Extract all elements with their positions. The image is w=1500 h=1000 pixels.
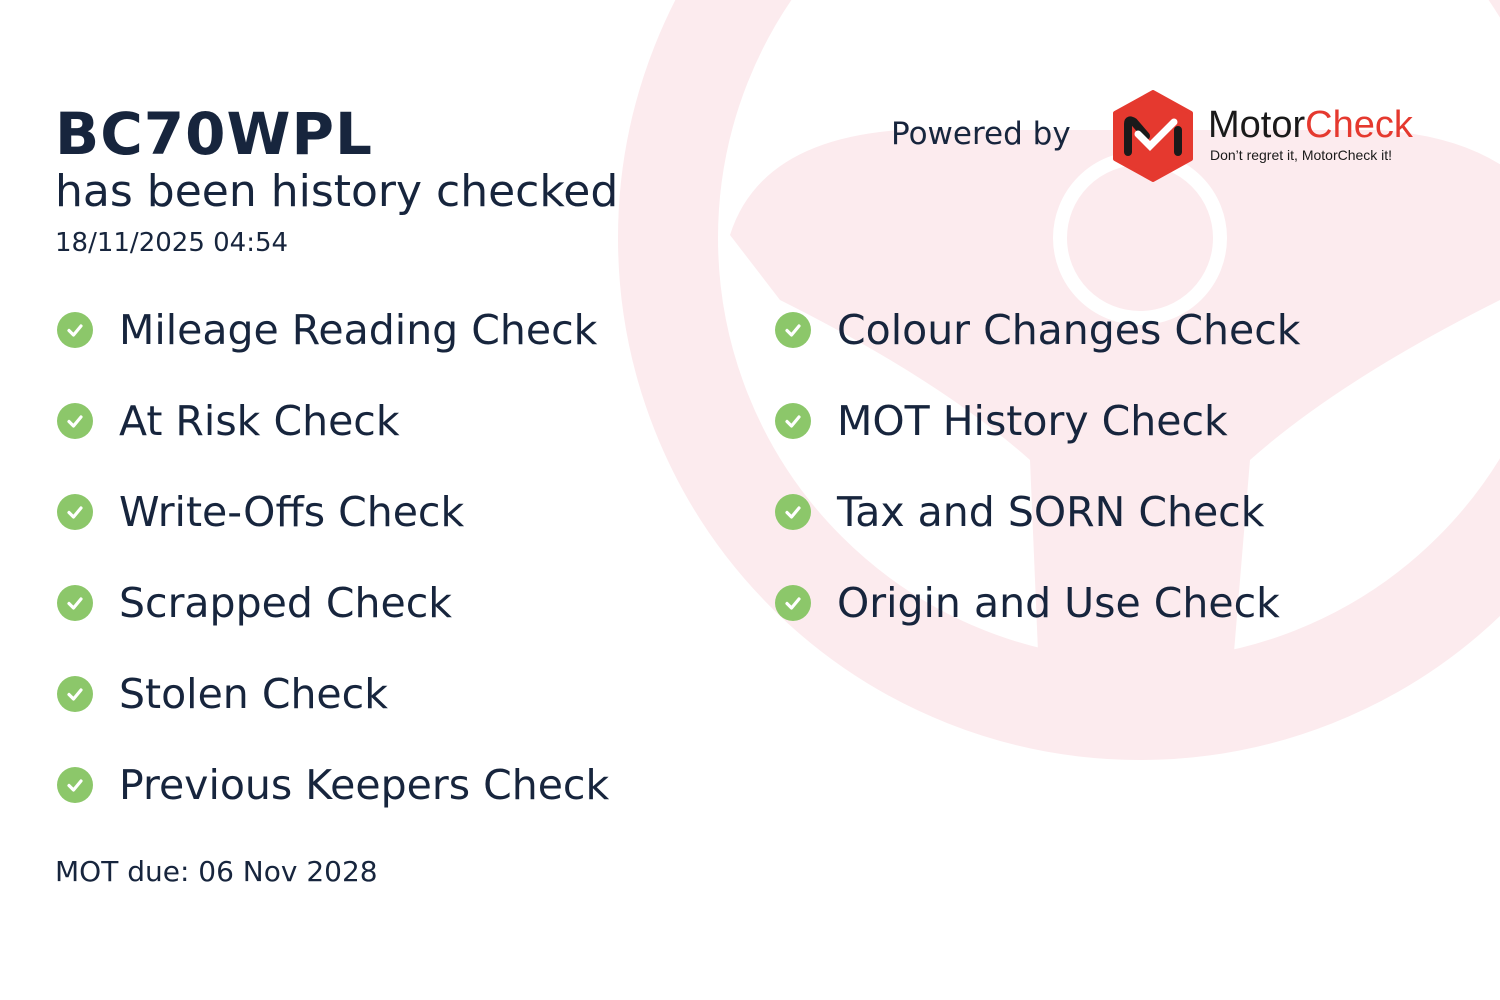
check-circle-icon: [775, 312, 811, 348]
check-label: Scrapped Check: [119, 579, 453, 627]
check-item: Stolen Check: [57, 664, 388, 724]
check-label: Stolen Check: [119, 670, 388, 718]
check-circle-icon: [57, 312, 93, 348]
check-item: Tax and SORN Check: [775, 482, 1264, 542]
check-item: Origin and Use Check: [775, 573, 1280, 633]
motorcheck-logo-icon: [1113, 90, 1193, 182]
check-item: Previous Keepers Check: [57, 755, 609, 815]
check-circle-icon: [57, 494, 93, 530]
check-item: Mileage Reading Check: [57, 300, 597, 360]
mot-due: MOT due: 06 Nov 2028: [55, 855, 378, 888]
check-label: Colour Changes Check: [837, 306, 1301, 354]
brand-name: MotorCheck: [1208, 104, 1413, 147]
brand-tagline: Don’t regret it, MotorCheck it!: [1210, 147, 1393, 163]
check-item: MOT History Check: [775, 391, 1228, 451]
check-label: Tax and SORN Check: [837, 488, 1265, 536]
check-item: Scrapped Check: [57, 573, 452, 633]
brand-name-part1: Motor: [1208, 104, 1306, 146]
check-item: Write-Offs Check: [57, 482, 464, 542]
check-label: Write-Offs Check: [119, 488, 465, 536]
subtitle: has been history checked: [55, 166, 619, 217]
check-circle-icon: [57, 403, 93, 439]
check-circle-icon: [57, 767, 93, 803]
check-label: Mileage Reading Check: [119, 306, 598, 354]
check-label: MOT History Check: [837, 397, 1228, 445]
brand-name-part2: Check: [1305, 104, 1413, 146]
check-datetime: 18/11/2025 04:54: [55, 228, 289, 258]
check-circle-icon: [57, 585, 93, 621]
check-label: Previous Keepers Check: [119, 761, 610, 809]
check-item: Colour Changes Check: [775, 300, 1301, 360]
check-circle-icon: [57, 676, 93, 712]
check-circle-icon: [775, 494, 811, 530]
registration-number: BC70WPL: [55, 100, 373, 168]
check-label: Origin and Use Check: [837, 579, 1280, 627]
powered-by-label: Powered by: [891, 116, 1071, 152]
check-circle-icon: [775, 585, 811, 621]
check-item: At Risk Check: [57, 391, 400, 451]
check-circle-icon: [775, 403, 811, 439]
check-label: At Risk Check: [119, 397, 400, 445]
